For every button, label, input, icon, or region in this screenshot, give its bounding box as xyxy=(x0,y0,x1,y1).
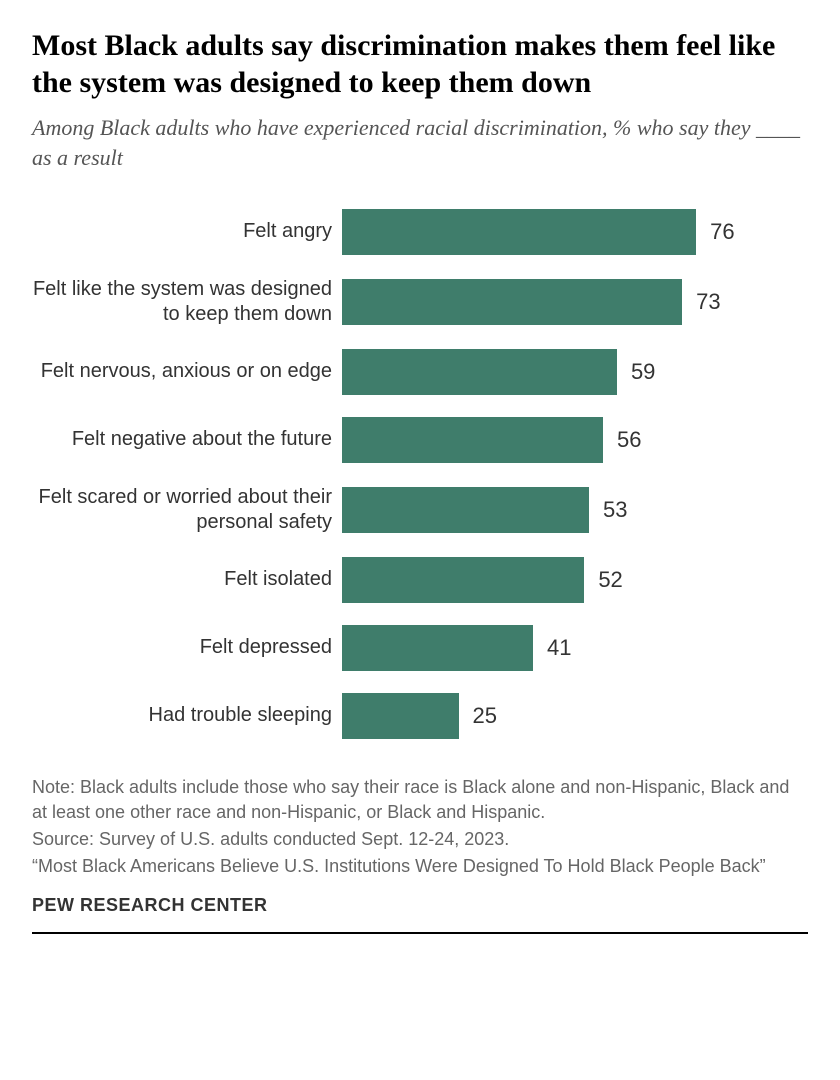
brand-footer: PEW RESEARCH CENTER xyxy=(32,895,808,916)
bar-value: 56 xyxy=(617,427,641,453)
bar-label: Felt nervous, anxious or on edge xyxy=(32,359,342,384)
bar-value: 41 xyxy=(547,635,571,661)
bar-value: 73 xyxy=(696,289,720,315)
bar-fill xyxy=(342,693,459,739)
bar-label: Felt depressed xyxy=(32,635,342,660)
bar-label: Had trouble sleeping xyxy=(32,703,342,728)
bar-row: Felt scared or worried about their perso… xyxy=(32,485,808,535)
footnote-line: Source: Survey of U.S. adults conducted … xyxy=(32,827,808,852)
bar-value: 59 xyxy=(631,359,655,385)
bar-value: 53 xyxy=(603,497,627,523)
bottom-rule xyxy=(32,932,808,934)
bar-row: Had trouble sleeping 25 xyxy=(32,693,808,739)
bar-row: Felt depressed 41 xyxy=(32,625,808,671)
footnote-line: Note: Black adults include those who say… xyxy=(32,775,808,825)
bar-fill xyxy=(342,625,533,671)
bar-fill xyxy=(342,349,617,395)
bar-label: Felt like the system was designed to kee… xyxy=(32,277,342,327)
bar-track: 41 xyxy=(342,625,808,671)
bar-track: 52 xyxy=(342,557,808,603)
bar-row: Felt angry 76 xyxy=(32,209,808,255)
bar-label: Felt angry xyxy=(32,219,342,244)
bar-value: 25 xyxy=(473,703,497,729)
bar-track: 59 xyxy=(342,349,808,395)
bar-track: 25 xyxy=(342,693,808,739)
bar-fill xyxy=(342,279,682,325)
bar-row: Felt negative about the future 56 xyxy=(32,417,808,463)
bar-fill xyxy=(342,557,584,603)
chart-container: Most Black adults say discrimination mak… xyxy=(32,28,808,934)
bar-track: 56 xyxy=(342,417,808,463)
bar-label: Felt negative about the future xyxy=(32,427,342,452)
footnotes: Note: Black adults include those who say… xyxy=(32,775,808,880)
bar-row: Felt isolated 52 xyxy=(32,557,808,603)
bar-track: 53 xyxy=(342,487,808,533)
bar-fill xyxy=(342,487,589,533)
bar-row: Felt like the system was designed to kee… xyxy=(32,277,808,327)
bars-area: Felt angry 76 Felt like the system was des… xyxy=(32,209,808,739)
chart-subtitle: Among Black adults who have experienced … xyxy=(32,113,808,172)
bar-label: Felt isolated xyxy=(32,567,342,592)
bar-track: 76 xyxy=(342,209,808,255)
bar-fill xyxy=(342,417,603,463)
bar-track: 73 xyxy=(342,279,808,325)
bar-row: Felt nervous, anxious or on edge 59 xyxy=(32,349,808,395)
bar-value: 76 xyxy=(710,219,734,245)
bar-label: Felt scared or worried about their perso… xyxy=(32,485,342,535)
chart-title: Most Black adults say discrimination mak… xyxy=(32,28,808,101)
bar-fill xyxy=(342,209,696,255)
bar-value: 52 xyxy=(598,567,622,593)
footnote-line: “Most Black Americans Believe U.S. Insti… xyxy=(32,854,808,879)
